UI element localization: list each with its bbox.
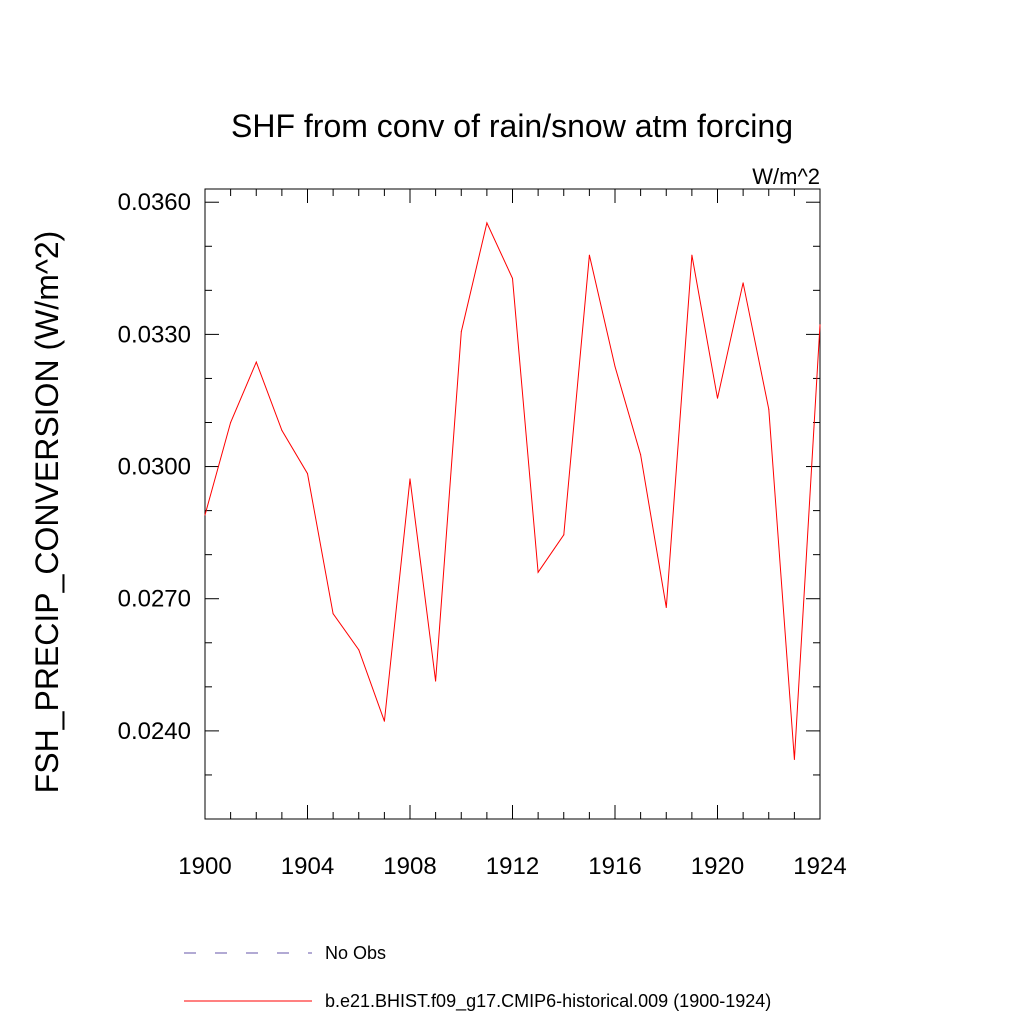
y-tick-label: 0.0300 [118,454,191,481]
data-point [665,607,667,609]
data-point [332,613,334,615]
data-point [230,421,232,423]
data-point [768,408,770,410]
tick-labels: 1900 1904 1908 1912 1916 1920 1924 0.0240 0.0270… [118,189,847,880]
units-label: W/m^2 [752,164,820,189]
data-point [537,571,539,573]
data-point [409,478,411,480]
data-point [588,254,590,256]
data-point [204,514,206,516]
data-point [255,361,257,363]
data-point [717,397,718,399]
series-line [204,221,821,760]
axis-ticks [204,189,821,820]
y-tick-label: 0.0270 [118,586,191,613]
legend-label: b.e21.BHIST.f09_g17.CMIP6-historical.009… [325,991,771,1012]
data-point [460,331,462,333]
data-point [383,720,385,722]
data-point [742,282,744,284]
legend-label: No Obs [325,943,386,963]
data-point [819,324,821,326]
series-layer [204,221,821,761]
chart-title: SHF from conv of rain/snow atm forcing [231,108,793,144]
data-point [614,366,616,368]
data-point [640,454,642,456]
x-tick-label: 1912 [486,853,539,880]
x-tick-label: 1920 [691,853,744,880]
data-point [358,649,360,651]
data-point [435,680,437,682]
data-point [281,429,283,431]
legend: No Obs b.e21.BHIST.f09_g17.CMIP6-historic… [184,943,771,1012]
x-tick-label: 1900 [178,853,231,880]
x-tick-label: 1924 [793,853,846,880]
x-tick-label: 1908 [383,853,436,880]
x-tick-label: 1904 [281,853,334,880]
x-tick-label: 1916 [588,853,641,880]
data-point [691,254,693,256]
y-tick-label: 0.0240 [118,718,191,745]
y-tick-label: 0.0330 [118,321,191,348]
data-point [793,759,795,761]
y-tick-label: 0.0360 [118,189,191,216]
data-point [512,277,513,279]
y-axis-label: FSH_PRECIP_CONVERSION (W/m^2) [29,231,65,794]
data-point [307,473,308,475]
data-point [563,534,565,536]
data-point [486,222,488,224]
